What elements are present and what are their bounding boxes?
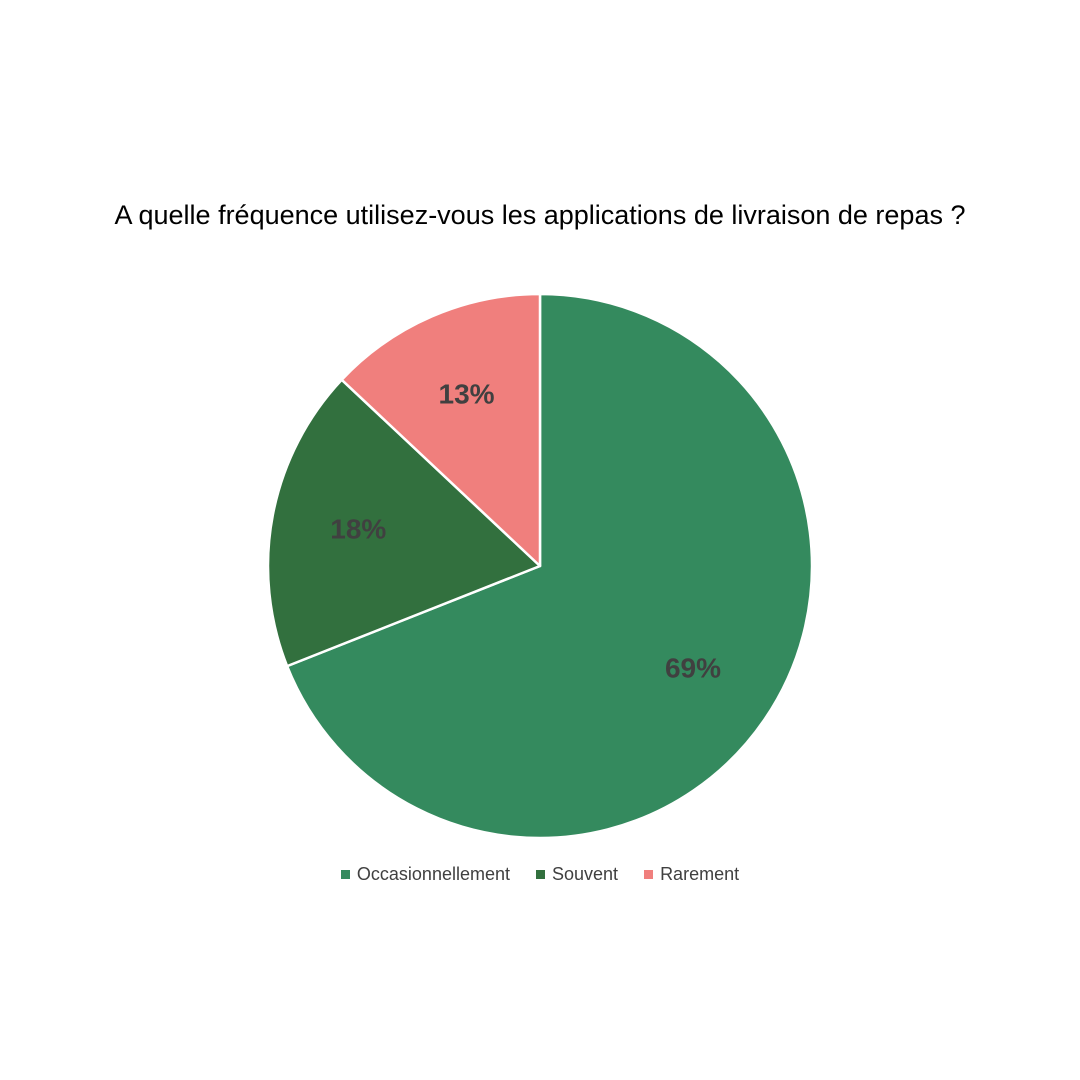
legend-label: Rarement — [660, 864, 740, 884]
data-label-occasionnellement: 69% — [665, 652, 721, 683]
legend-item-rarement: Rarement — [644, 864, 739, 885]
legend-swatch — [644, 870, 654, 879]
pie-slice-souvent — [266, 378, 542, 668]
legend-item-souvent: Souvent — [536, 864, 618, 885]
pie-data-labels: 69% 18% 13% — [330, 379, 721, 684]
legend-swatch — [340, 870, 350, 879]
legend-label: Souvent — [552, 864, 619, 884]
pie-slice-rarement — [340, 292, 542, 568]
legend-swatch — [536, 870, 545, 879]
chart-legend: Occasionnellement Souvent Rarement — [0, 864, 1080, 885]
data-label-rarement: 13% — [439, 379, 495, 410]
pie-slices — [266, 292, 814, 840]
data-label-souvent: 18% — [330, 514, 386, 545]
legend-item-occasionnellement: Occasionnellement — [340, 864, 510, 885]
legend-label: Occasionnellement — [356, 864, 510, 884]
chart-title: A quelle fréquence utilisez-vous les app… — [114, 200, 966, 230]
pie-slice-occasionnellement — [285, 292, 814, 840]
